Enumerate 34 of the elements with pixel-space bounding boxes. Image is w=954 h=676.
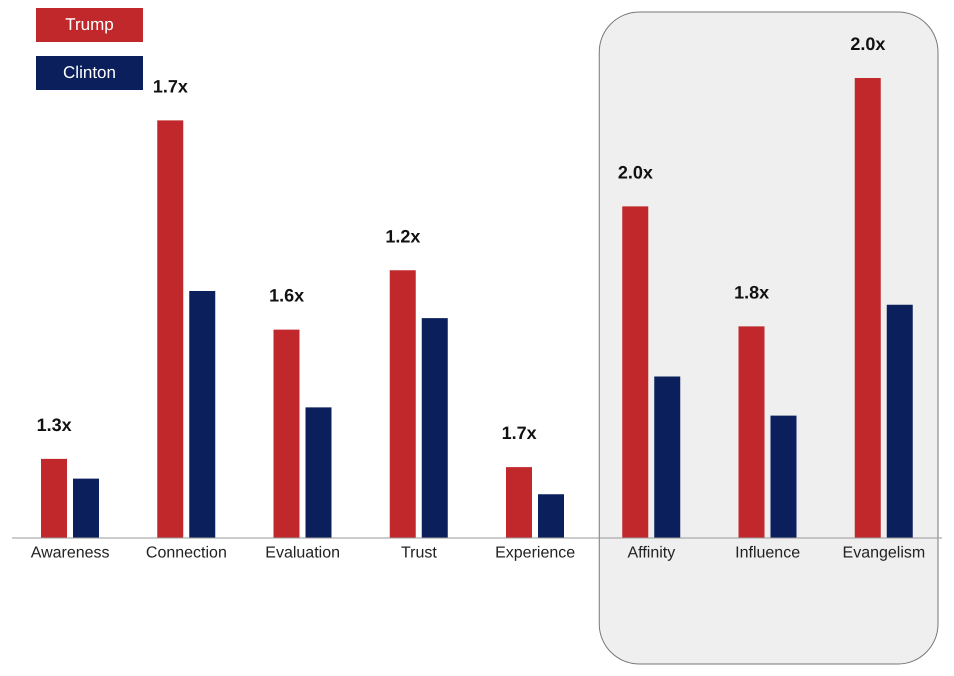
x-tick-label: Awareness [30, 544, 110, 562]
annotation: 1.8x [734, 282, 770, 302]
bar [506, 467, 532, 538]
bar [854, 78, 881, 538]
bar [157, 120, 184, 538]
x-tick-label: Experience [495, 544, 576, 562]
annotation: 2.0x [618, 162, 653, 182]
bar [538, 494, 564, 538]
annotation: 1.3x [36, 414, 72, 435]
x-tick-label: Influence [735, 544, 800, 562]
bar [189, 290, 216, 538]
annotation: 1.7x [502, 423, 537, 444]
bar [738, 326, 764, 538]
bar [622, 206, 648, 538]
bar [306, 407, 332, 538]
bar [73, 478, 99, 538]
bar [274, 330, 300, 538]
bar [422, 318, 448, 538]
annotation: 1.6x [269, 286, 304, 306]
bar [390, 270, 416, 538]
bar [886, 304, 913, 538]
x-tick-label: Affinity [628, 544, 676, 562]
x-tick-label: Trust [400, 544, 438, 562]
text: Trump [36, 8, 143, 42]
x-tick-label: Connection [146, 544, 227, 562]
bar [41, 458, 67, 538]
x-tick-label: Evaluation [265, 544, 340, 562]
text: 2.0x [850, 34, 886, 54]
annotation: 1.2x [385, 226, 420, 246]
x-tick-label: Evangelism [842, 544, 926, 562]
bar [770, 416, 796, 538]
bar [654, 376, 680, 538]
annotation: 1.7x [152, 76, 188, 96]
text: Clinton [36, 56, 143, 90]
